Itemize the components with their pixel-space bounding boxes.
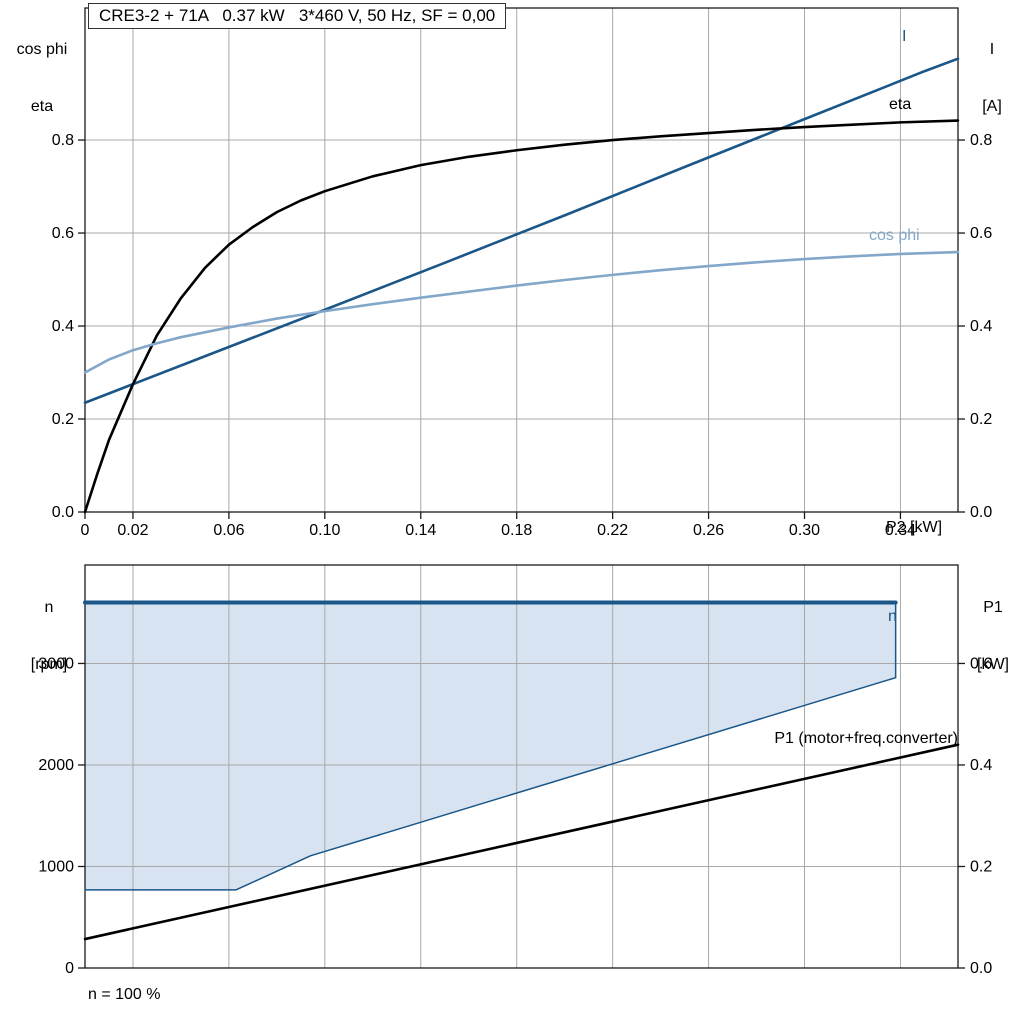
curve-label-p1-line: P1 (motor+freq.converter) xyxy=(774,730,958,747)
svg-text:0.2: 0.2 xyxy=(970,411,992,428)
svg-text:0.0: 0.0 xyxy=(52,504,74,521)
axis-label-current: I xyxy=(989,41,995,58)
svg-text:0.4: 0.4 xyxy=(970,318,992,335)
curve-label-current: I xyxy=(902,28,907,45)
svg-text:0.2: 0.2 xyxy=(970,858,992,875)
curve-label-eta: eta xyxy=(889,96,912,113)
axis-label-eta: eta xyxy=(30,98,54,115)
svg-text:0.34: 0.34 xyxy=(885,522,916,539)
svg-text:0.8: 0.8 xyxy=(970,132,992,149)
svg-text:0.22: 0.22 xyxy=(597,522,628,539)
svg-text:0.0: 0.0 xyxy=(970,504,992,521)
axis-label-speed: n xyxy=(44,599,54,616)
svg-text:0.30: 0.30 xyxy=(789,522,820,539)
bottom-chart-left-axis-label: n [rpm] xyxy=(16,560,82,712)
svg-text:0.14: 0.14 xyxy=(405,522,436,539)
svg-text:0.2: 0.2 xyxy=(52,411,74,428)
svg-text:0.6: 0.6 xyxy=(970,655,992,672)
svg-text:0.06: 0.06 xyxy=(213,522,244,539)
svg-text:0.26: 0.26 xyxy=(693,522,724,539)
curve-label-speed-envelope: n xyxy=(888,608,897,625)
bottom-chart-right-axis-label: P1 [kW] xyxy=(964,560,1022,712)
axis-label-speed-unit: [rpm] xyxy=(30,656,68,673)
svg-text:0.02: 0.02 xyxy=(117,522,148,539)
svg-text:0.6: 0.6 xyxy=(52,225,74,242)
svg-text:3000: 3000 xyxy=(38,655,74,672)
top-chart-right-axis-label: I [A] xyxy=(964,2,1020,154)
axis-label-p1: P1 xyxy=(983,599,1003,616)
svg-text:0.18: 0.18 xyxy=(501,522,532,539)
svg-text:0.4: 0.4 xyxy=(970,757,992,774)
footnote-speed-percent: n = 100 % xyxy=(88,986,161,1003)
svg-text:0: 0 xyxy=(65,960,74,977)
axis-label-cos-phi: cos phi xyxy=(16,41,68,58)
curve-label-cos-phi: cos phi xyxy=(869,227,920,244)
svg-text:0.10: 0.10 xyxy=(309,522,340,539)
axis-label-p1-unit: [kW] xyxy=(977,656,1009,673)
svg-text:0.0: 0.0 xyxy=(970,960,992,977)
x-axis-label-p2: P2 [kW] xyxy=(886,519,943,536)
svg-text:0: 0 xyxy=(81,522,90,539)
svg-text:1000: 1000 xyxy=(38,858,74,875)
svg-text:0.8: 0.8 xyxy=(52,132,74,149)
svg-text:2000: 2000 xyxy=(38,757,74,774)
top-chart-left-axis-label: cos phi eta xyxy=(4,2,80,154)
svg-text:0.6: 0.6 xyxy=(970,225,992,242)
chart-title: CRE3-2 + 71A 0.37 kW 3*460 V, 50 Hz, SF … xyxy=(88,3,507,29)
axis-label-current-unit: [A] xyxy=(982,98,1002,115)
svg-text:0.4: 0.4 xyxy=(52,318,74,335)
